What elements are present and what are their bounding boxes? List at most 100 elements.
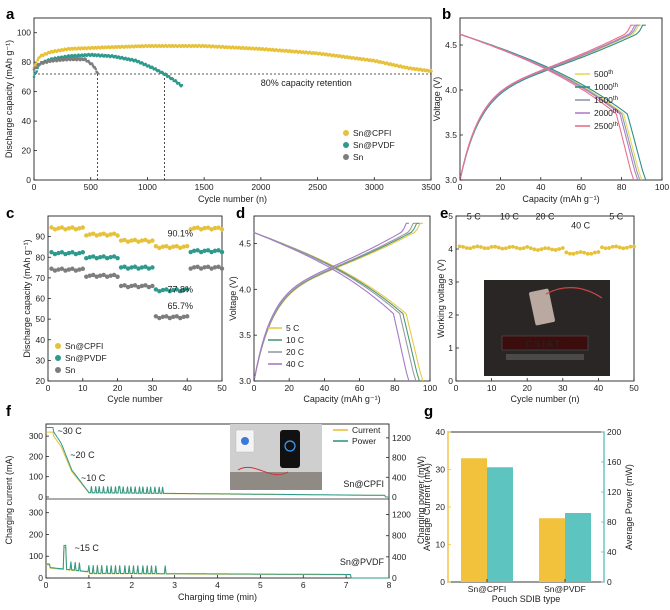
panel-a-xlabel: Cycle number (n): [198, 194, 267, 204]
panel-g-y-tick-label: 0: [440, 577, 445, 587]
data-point: [592, 250, 597, 255]
annotation: ~30 C: [57, 426, 82, 436]
panel-e-x-tick-label: 30: [558, 383, 568, 393]
panel-g-y-tick-label: 10: [436, 540, 446, 550]
panel-b-x-tick-label: 80: [617, 182, 627, 192]
legend-label: Sn: [353, 152, 364, 162]
data-point: [198, 266, 204, 271]
data-point: [164, 314, 169, 319]
data-point: [571, 251, 576, 256]
data-point: [96, 71, 99, 75]
data-point: [216, 264, 221, 270]
data-point: [146, 284, 152, 290]
data-point: [52, 227, 58, 232]
data-point: [153, 314, 159, 319]
panel-e-xlabel: Cycle number (n): [510, 394, 579, 404]
retention-label: 77.8%: [167, 284, 193, 294]
annotation: ~20 C: [70, 450, 95, 460]
data-point: [101, 231, 106, 236]
panel-f-ylabel: Charging current (mA): [4, 455, 14, 544]
legend-label: 1500th: [594, 95, 618, 105]
data-point: [49, 225, 54, 230]
data-point: [216, 225, 221, 230]
data-point: [475, 244, 480, 249]
data-point: [63, 268, 68, 273]
data-point: [84, 233, 89, 238]
panel-a-ylabel: Discharge capacity (mAh g⁻¹): [4, 40, 14, 158]
data-point: [188, 227, 193, 232]
legend-label: Sn: [65, 365, 76, 375]
data-point: [150, 238, 155, 243]
data-point: [535, 248, 540, 252]
data-point: [73, 268, 79, 273]
data-point: [188, 266, 193, 271]
panel-c-x-tick-label: 50: [217, 383, 227, 393]
panel-d-frame: [253, 215, 431, 382]
data-point: [35, 66, 39, 69]
data-point: [205, 264, 211, 270]
inset-led-board: [501, 335, 589, 351]
data-point: [596, 250, 601, 254]
panel-f-bottom-series-name: Sn@PVDF: [340, 557, 385, 567]
panel-a-y-tick-label: 40: [22, 116, 32, 126]
data-point: [111, 272, 117, 278]
data-point: [178, 315, 183, 321]
charge-curve: [459, 24, 642, 181]
data-point: [139, 265, 145, 270]
legend-marker-Sn: [55, 367, 61, 373]
data-point: [150, 265, 155, 270]
legend-sup: th: [613, 96, 618, 102]
data-point: [104, 233, 110, 238]
panel-f-bottom-y-tick-label: 100: [29, 551, 43, 561]
data-point: [174, 314, 179, 319]
legend-label: Sn@CPFI: [353, 128, 391, 138]
annotation: ~15 C: [75, 543, 100, 553]
data-point: [195, 225, 200, 230]
data-point: [486, 246, 490, 251]
data-point: [511, 244, 515, 249]
panel-f-x-tick-label: 7: [344, 580, 349, 590]
top-current-trace: [46, 431, 389, 498]
data-point: [87, 232, 92, 237]
inset-wire: [545, 287, 603, 299]
panel-a-x-tick-label: 0: [32, 182, 37, 192]
panel-f-top-y-tick-label: 0: [38, 492, 43, 502]
legend-label: 2500th: [594, 121, 618, 131]
data-point: [70, 250, 75, 255]
panel-f-bottom-y-tick-label: 200: [29, 529, 43, 539]
rate-label: 20 C: [535, 211, 555, 221]
data-point: [70, 266, 75, 271]
data-point: [87, 273, 92, 278]
data-point: [160, 287, 166, 293]
data-point: [157, 245, 162, 251]
data-point: [111, 231, 117, 236]
data-point: [63, 251, 68, 257]
panel-f-x-tick-label: 5: [258, 580, 263, 590]
panel-f-top-y2-tick-label: 0: [392, 492, 397, 502]
data-point: [503, 246, 508, 251]
data-point: [178, 289, 183, 294]
panel-g-y2-tick-label: 200: [607, 427, 621, 437]
panel-a-x-tick-label: 1000: [138, 182, 157, 192]
data-point: [66, 226, 72, 231]
panel-e-y-tick-label: 5: [448, 211, 453, 221]
data-point: [59, 266, 65, 271]
bar-average-power-Sn@PVDF: [565, 513, 591, 582]
series-Sn: [32, 57, 99, 75]
data-point: [500, 246, 505, 251]
data-point: [91, 231, 96, 236]
data-point: [136, 239, 141, 244]
bar-average-current-Sn@CPFI: [461, 458, 487, 582]
panel-b-y-tick-label: 4.0: [445, 85, 457, 95]
panel-a-y-tick-label: 80: [22, 57, 32, 67]
data-point: [195, 264, 200, 270]
panel-b-frame: [459, 17, 663, 181]
data-point: [56, 250, 61, 256]
panel-e-x-tick-label: 40: [594, 383, 604, 393]
data-point: [479, 245, 483, 249]
data-point: [52, 268, 58, 273]
data-point: [146, 266, 152, 271]
data-point: [191, 265, 197, 270]
data-point: [539, 247, 544, 252]
